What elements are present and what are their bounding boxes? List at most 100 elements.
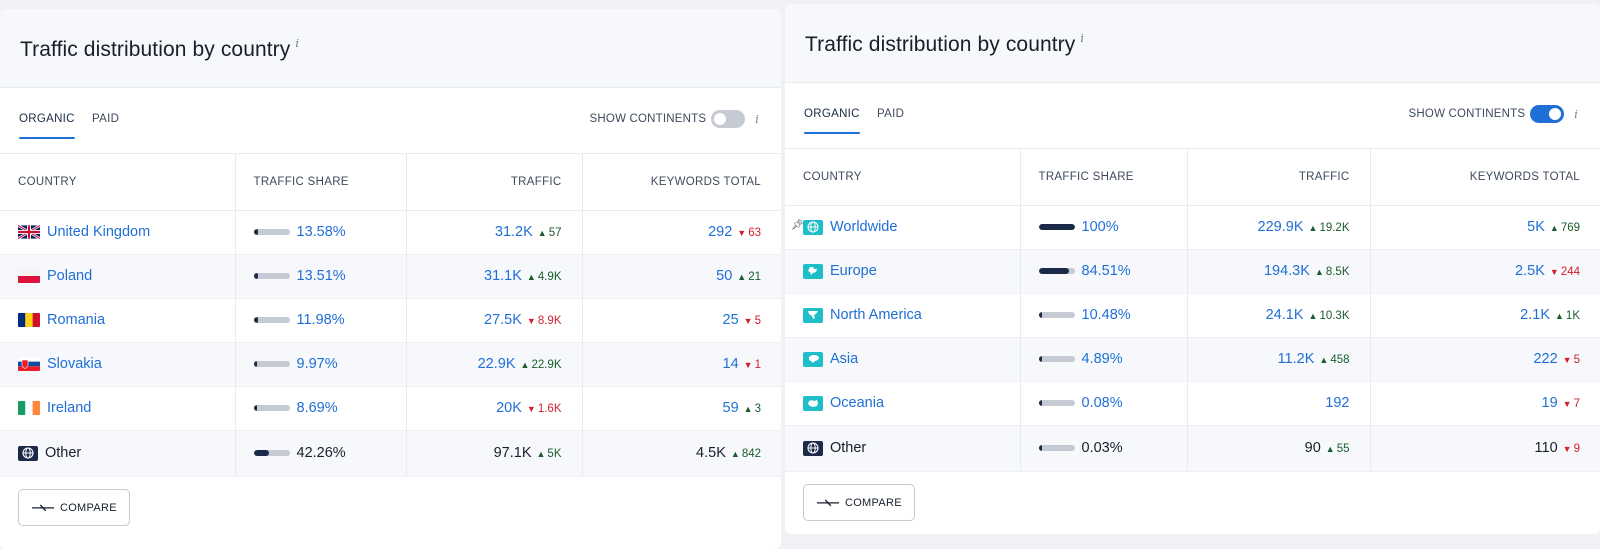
country-cell: 📌︎ Worldwide: [791, 219, 1002, 235]
country-cell: North America: [803, 307, 1002, 323]
show-continents-toggle[interactable]: [1530, 105, 1565, 123]
tab-organic[interactable]: ORGANIC: [19, 113, 75, 139]
keywords-delta: ▲ 1K: [1555, 310, 1580, 322]
traffic-value[interactable]: 31.1K: [484, 268, 522, 284]
col-header-traffic[interactable]: TRAFFIC: [1187, 149, 1371, 206]
traffic-value[interactable]: 11.2K: [1277, 351, 1315, 367]
triangle-up-icon: ▲: [1319, 355, 1329, 365]
traffic-share-cell: 0.03%: [1038, 440, 1169, 456]
traffic-share-cell: 11.98%: [253, 312, 388, 328]
country-name[interactable]: United Kingdom: [47, 224, 151, 240]
table-row: Europe 84.51% 194.3K ▲ 8.5K 2.5K ▼ 244: [785, 249, 1600, 294]
col-header-traffic-share[interactable]: TRAFFIC SHARE: [235, 154, 407, 211]
tab-bar: ORGANIC PAID SHOW CONTINENTS i: [0, 88, 781, 154]
keywords-cell: 50 ▲ 21: [582, 254, 781, 299]
share-bar: [253, 317, 290, 323]
country-name[interactable]: Europe: [830, 263, 877, 279]
col-header-country[interactable]: COUNTRY: [785, 149, 1021, 206]
traffic-value[interactable]: 27.5K: [484, 312, 522, 328]
info-icon[interactable]: i: [295, 37, 300, 50]
triangle-up-icon: ▲: [743, 404, 753, 414]
traffic-cell: 31.1K ▲ 4.9K: [406, 254, 583, 299]
share-bar-fill: [253, 450, 269, 456]
triangle-up-icon: ▲: [1308, 223, 1318, 233]
keywords-value[interactable]: 50: [716, 268, 733, 284]
col-header-traffic[interactable]: TRAFFIC: [406, 154, 583, 211]
traffic-share-value[interactable]: 4.89%: [1081, 351, 1123, 367]
share-bar: [1038, 356, 1075, 362]
keywords-cell: 222 ▼ 5: [1370, 337, 1600, 382]
panel-header: Traffic distribution by country i: [0, 9, 781, 88]
triangle-up-icon: ▲: [520, 360, 530, 370]
table-row: Other 42.26% 97.1K ▲ 5K 4.5K ▲ 842: [0, 430, 781, 477]
traffic-share-value[interactable]: 10.48%: [1081, 307, 1131, 323]
traffic-delta: ▲ 8.5K: [1314, 266, 1350, 278]
keywords-value[interactable]: 59: [722, 400, 739, 416]
traffic-share-cell: 8.69%: [253, 400, 388, 416]
traffic-share-value[interactable]: 9.97%: [296, 356, 338, 372]
traffic-value[interactable]: 194.3K: [1263, 263, 1310, 279]
traffic-value[interactable]: 24.1K: [1265, 307, 1304, 323]
share-bar: [253, 273, 290, 279]
keywords-delta: ▲ 21: [737, 271, 761, 283]
country-name[interactable]: North America: [830, 307, 922, 323]
keywords-cell: 19 ▼ 7: [1370, 381, 1600, 426]
country-name[interactable]: Poland: [47, 268, 93, 284]
col-header-traffic-share[interactable]: TRAFFIC SHARE: [1020, 149, 1188, 206]
share-bar: [1038, 312, 1075, 318]
show-continents-toggle[interactable]: [711, 110, 746, 128]
keywords-value[interactable]: 222: [1533, 351, 1558, 367]
info-icon[interactable]: i: [755, 112, 759, 126]
country-name[interactable]: Worldwide: [830, 219, 898, 235]
traffic-value: 97.1K: [493, 445, 532, 461]
tab-paid[interactable]: PAID: [877, 108, 905, 120]
traffic-value[interactable]: 192: [1325, 395, 1350, 411]
keywords-value[interactable]: 19: [1541, 395, 1558, 411]
country-name[interactable]: Slovakia: [47, 356, 102, 372]
info-icon[interactable]: i: [1574, 107, 1578, 121]
table-row: Asia 4.89% 11.2K ▲ 458 222 ▼ 5: [785, 337, 1600, 382]
country-cell: United Kingdom: [18, 224, 217, 240]
traffic-delta: ▲ 5K: [536, 448, 562, 460]
col-header-country[interactable]: COUNTRY: [0, 154, 236, 211]
col-header-keywords-total[interactable]: KEYWORDS TOTAL: [1370, 149, 1600, 206]
keywords-value[interactable]: 25: [722, 312, 739, 328]
country-name[interactable]: Romania: [47, 312, 106, 328]
info-icon[interactable]: i: [1080, 32, 1085, 45]
traffic-cell: 194.3K ▲ 8.5K: [1187, 249, 1371, 294]
country-name[interactable]: Ireland: [47, 400, 92, 416]
table-header-row: COUNTRY TRAFFIC SHARE TRAFFIC KEYWORDS T…: [785, 149, 1600, 206]
traffic-value[interactable]: 229.9K: [1257, 219, 1304, 235]
compare-button[interactable]: ⇀↽ COMPARE: [803, 484, 915, 521]
pin-icon[interactable]: 📌︎: [791, 220, 804, 231]
keywords-value[interactable]: 14: [722, 356, 739, 372]
traffic-share-value[interactable]: 13.51%: [296, 268, 346, 284]
triangle-up-icon: ▲: [1325, 444, 1335, 454]
traffic-share-value[interactable]: 100%: [1081, 219, 1119, 235]
tab-paid[interactable]: PAID: [92, 113, 120, 125]
keywords-value[interactable]: 292: [708, 224, 733, 240]
keywords-value[interactable]: 2.5K: [1515, 263, 1545, 279]
country-name[interactable]: Asia: [830, 351, 859, 367]
compare-button[interactable]: ⇀↽ COMPARE: [18, 489, 130, 526]
traffic-share-value[interactable]: 13.58%: [296, 224, 346, 240]
traffic-share-value[interactable]: 11.98%: [296, 312, 345, 328]
keywords-value[interactable]: 2.1K: [1520, 307, 1550, 323]
traffic-cell: 31.2K ▲ 57: [406, 210, 583, 255]
country-name[interactable]: Oceania: [830, 395, 885, 411]
traffic-share-cell: 13.51%: [253, 268, 388, 284]
share-bar: [1038, 268, 1075, 274]
keywords-value[interactable]: 5K: [1527, 219, 1545, 235]
traffic-value[interactable]: 20K: [496, 400, 522, 416]
traffic-share-value[interactable]: 0.08%: [1081, 395, 1123, 411]
show-continents-label: SHOW CONTINENTS: [589, 113, 707, 125]
traffic-value[interactable]: 22.9K: [477, 356, 516, 372]
traffic-share-cell: 42.26%: [253, 445, 388, 461]
col-header-keywords-total[interactable]: KEYWORDS TOTAL: [582, 154, 781, 211]
traffic-share-value[interactable]: 84.51%: [1081, 263, 1131, 279]
tab-organic[interactable]: ORGANIC: [804, 108, 860, 134]
traffic-share-value[interactable]: 8.69%: [296, 400, 338, 416]
keywords-value: 4.5K: [696, 445, 726, 461]
traffic-value[interactable]: 31.2K: [494, 224, 533, 240]
north-america-icon: [803, 307, 823, 323]
